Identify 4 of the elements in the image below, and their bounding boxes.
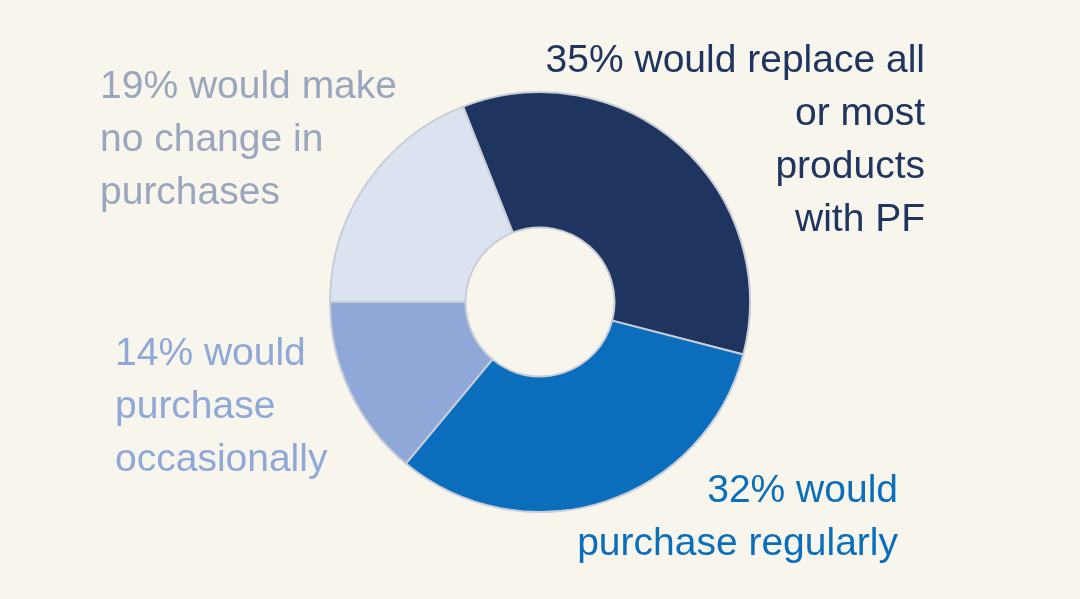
slice-label: 35% would replace all or most products with PF — [545, 37, 926, 240]
slice-label: 32% would purchase regularly — [577, 467, 899, 564]
slice-label: 14% would purchase occasionally — [115, 330, 328, 480]
slice-label: 19% would make no change in purchases — [100, 63, 397, 213]
